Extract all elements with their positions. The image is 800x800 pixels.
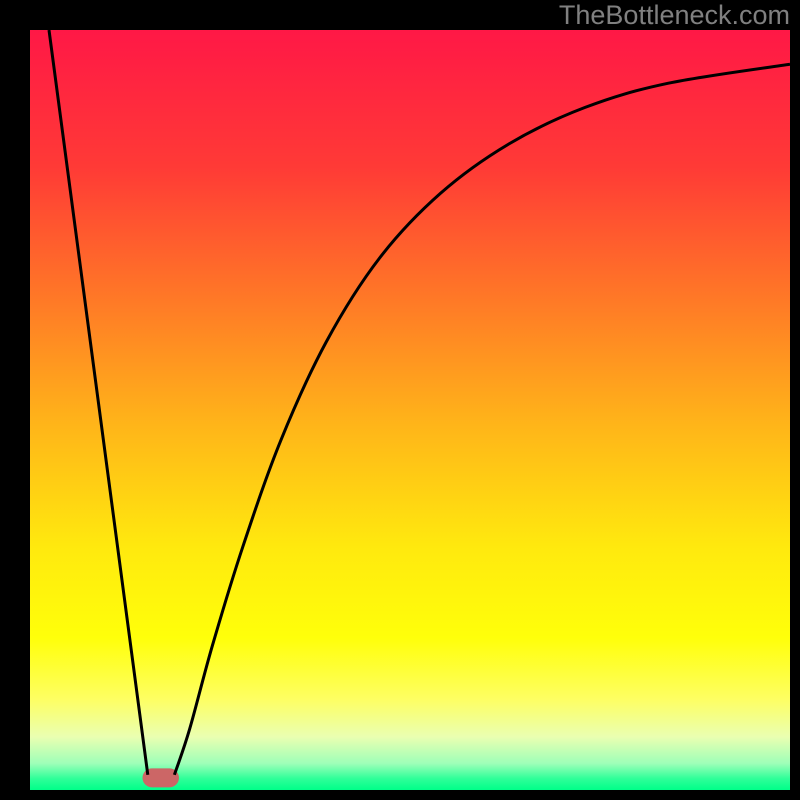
watermark-text: TheBottleneck.com — [559, 0, 790, 31]
chart-frame: TheBottleneck.com — [0, 0, 800, 800]
gradient-background — [30, 30, 790, 790]
plot-svg — [30, 30, 790, 790]
